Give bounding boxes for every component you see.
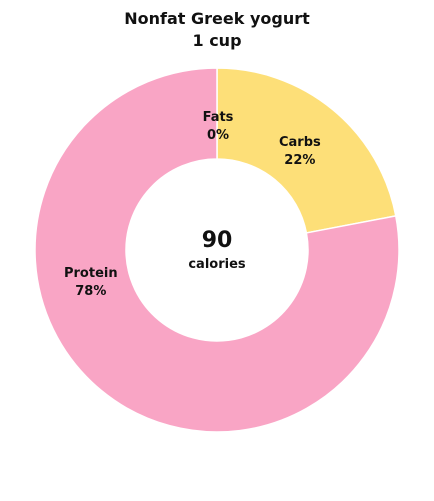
slice-percent-protein: 78% <box>75 284 106 299</box>
chart-title-line2: 1 cup <box>192 31 242 50</box>
slice-percent-carbs: 22% <box>284 153 315 168</box>
center-calorie-unit: calories <box>188 257 246 272</box>
slice-carbs <box>216 67 397 234</box>
slice-label-fats: Fats <box>203 110 234 125</box>
chart-title-line1: Nonfat Greek yogurt <box>124 9 310 28</box>
slice-label-protein: Protein <box>64 266 118 281</box>
donut-slices <box>34 67 400 433</box>
center-calorie-value: 90 <box>202 228 233 253</box>
slice-labels: Fats 0% Carbs 22% Protein 78% <box>64 110 321 299</box>
chart-title: Nonfat Greek yogurt 1 cup <box>0 8 434 52</box>
slice-percent-fats: 0% <box>207 128 229 143</box>
slice-protein <box>34 67 400 433</box>
slice-label-carbs: Carbs <box>279 135 321 150</box>
